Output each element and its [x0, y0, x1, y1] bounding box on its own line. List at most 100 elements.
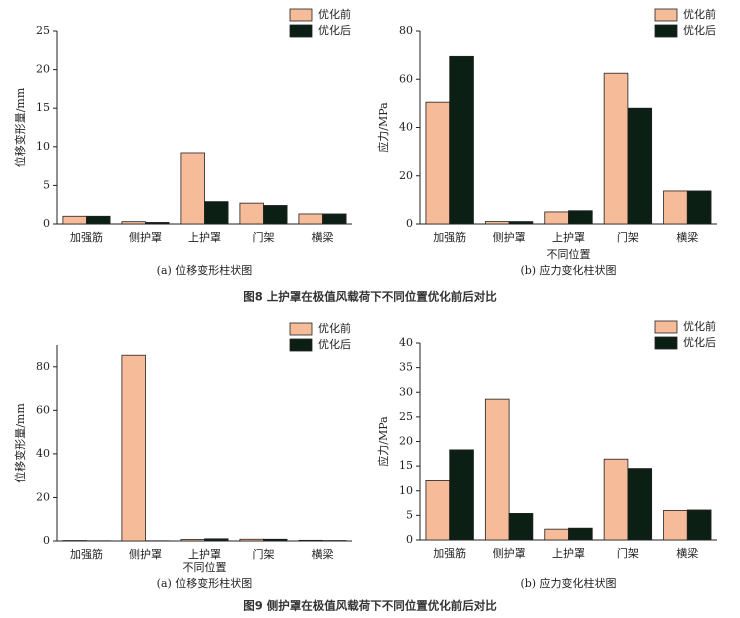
y-axis-label: 位移变形量/mm [13, 87, 27, 167]
y-tick-label: 30 [399, 385, 413, 398]
x-tick-label: 侧护罩 [129, 547, 162, 561]
bar [180, 152, 205, 225]
legend-swatch [654, 8, 678, 22]
legend-swatch [654, 336, 678, 350]
bar [686, 509, 712, 541]
bar [568, 527, 593, 541]
y-tick-label: 25 [399, 410, 413, 423]
y-tick-label: 20 [36, 490, 50, 503]
bar [484, 398, 510, 541]
x-tick-label: 门架 [253, 547, 275, 561]
bar [204, 538, 229, 542]
y-tick-label: 0 [43, 534, 50, 547]
x-tick-label: 上护罩 [552, 230, 585, 244]
bar [568, 210, 593, 225]
x-tick-label: 侧护罩 [493, 546, 526, 560]
x-tick-label: 横梁 [676, 230, 698, 244]
bar [204, 201, 229, 225]
bar [263, 205, 288, 225]
y-tick-label: 60 [36, 403, 50, 416]
x-tick-label: 加强筋 [433, 230, 466, 244]
bar [322, 213, 347, 225]
bar [603, 458, 629, 541]
bar [449, 449, 474, 541]
bar [544, 528, 569, 541]
y-tick-label: 10 [36, 140, 50, 153]
x-tick-label: 加强筋 [70, 547, 103, 561]
y-tick-label: 20 [399, 169, 413, 182]
x-tick-label: 横梁 [676, 546, 698, 560]
legend-label: 优化前 [318, 321, 351, 335]
bar [425, 480, 451, 541]
bar [544, 211, 569, 225]
subplot-caption: (b) 应力变化柱状图 [520, 576, 616, 590]
x-tick-label: 侧护罩 [493, 230, 526, 244]
legend-swatch [289, 8, 313, 22]
bar [449, 55, 474, 225]
legend-swatch [654, 24, 678, 38]
y-tick-label: 80 [399, 24, 413, 37]
bar [239, 202, 264, 225]
bar [627, 468, 653, 541]
legend-swatch [654, 320, 678, 334]
bar [86, 215, 111, 225]
figure-caption: 图8 上护罩在极值风载荷下不同位置优化前后对比 [243, 290, 497, 304]
x-axis-label: 不同位置 [183, 560, 227, 574]
bar [180, 539, 205, 542]
y-tick-label: 35 [399, 361, 413, 374]
legend-label: 优化后 [683, 335, 716, 349]
legend-label: 优化前 [683, 319, 716, 333]
bar [145, 222, 170, 225]
x-tick-label: 侧护罩 [129, 230, 162, 244]
subplot-caption: (a) 位移变形柱状图 [157, 576, 253, 590]
y-tick-label: 0 [406, 533, 413, 546]
bar [603, 72, 629, 225]
y-tick-label: 5 [43, 178, 50, 191]
x-tick-label: 横梁 [312, 547, 334, 561]
bar [298, 213, 323, 225]
legend-label: 优化前 [318, 7, 351, 21]
legend-label: 优化后 [318, 337, 351, 351]
y-tick-label: 20 [36, 63, 50, 76]
x-tick-label: 门架 [617, 230, 639, 244]
bar [425, 101, 451, 225]
bar [663, 190, 688, 225]
bar [484, 221, 510, 225]
bar [627, 107, 653, 225]
x-tick-label: 加强筋 [433, 546, 466, 560]
figure-caption: 图9 侧护罩在极值风载荷下不同位置优化前后对比 [243, 599, 497, 613]
y-tick-label: 20 [399, 435, 413, 448]
y-axis-label: 位移变形量/mm [13, 403, 27, 483]
y-tick-label: 0 [406, 217, 413, 230]
y-tick-label: 15 [36, 101, 50, 114]
y-tick-label: 10 [399, 484, 413, 497]
y-axis-label: 应力/MPa [376, 416, 390, 467]
y-tick-label: 15 [399, 459, 413, 472]
legend-label: 优化后 [683, 23, 716, 37]
subplot-caption: (a) 位移变形柱状图 [157, 263, 253, 277]
x-tick-label: 门架 [617, 546, 639, 560]
bar [663, 510, 688, 541]
y-tick-label: 80 [36, 360, 50, 373]
x-axis-label: 不同位置 [547, 247, 591, 261]
bar [263, 538, 288, 542]
legend-swatch [289, 322, 313, 336]
y-tick-label: 25 [36, 24, 50, 37]
x-tick-label: 上护罩 [188, 230, 221, 244]
x-tick-label: 上护罩 [188, 547, 221, 561]
y-tick-label: 0 [43, 217, 50, 230]
legend-swatch [289, 338, 313, 352]
x-tick-label: 门架 [253, 230, 275, 244]
bar [298, 539, 323, 542]
x-tick-label: 加强筋 [70, 230, 103, 244]
subplot-caption: (b) 应力变化柱状图 [520, 263, 616, 277]
y-tick-label: 60 [399, 72, 413, 85]
legend-swatch [289, 24, 313, 38]
y-tick-label: 40 [399, 336, 413, 349]
bar [508, 221, 534, 225]
legend-label: 优化后 [318, 23, 351, 37]
bar [121, 221, 146, 225]
y-axis-label: 应力/MPa [376, 102, 390, 153]
bar [121, 354, 146, 542]
